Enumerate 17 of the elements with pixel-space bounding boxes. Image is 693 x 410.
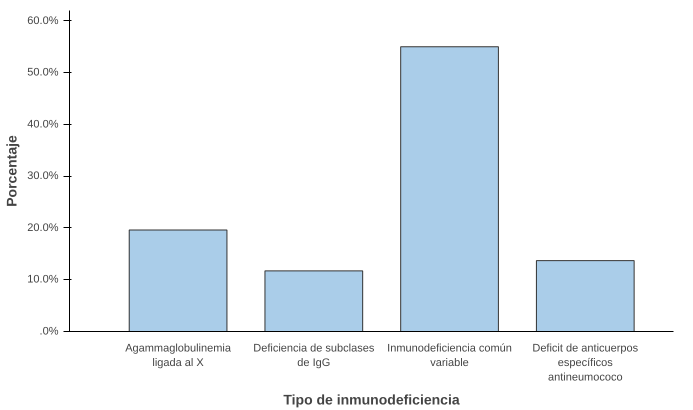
x-tick-label: Agammaglobulinemia ligada al X xyxy=(125,342,232,369)
bar xyxy=(264,270,364,332)
y-tick-label: 50.0% xyxy=(27,66,59,79)
y-tick-label: 20.0% xyxy=(27,222,59,234)
x-tick-label: Inmunodeficiencia común variable xyxy=(387,342,512,369)
bar xyxy=(400,46,499,332)
x-axis-title: Tipo de inmunodeficiencia xyxy=(283,391,460,408)
y-tick-label: 40.0% xyxy=(27,118,59,130)
y-tick-label: 10.0% xyxy=(27,274,59,286)
bar xyxy=(128,230,228,332)
y-tick-label: 30.0% xyxy=(27,170,59,182)
y-tick-label: .0% xyxy=(40,326,59,338)
y-axis-title: Porcentaje xyxy=(3,134,20,207)
bar xyxy=(536,260,635,332)
x-tick-label: Deficit de anticuerpos específicos antineumococo xyxy=(532,342,639,384)
y-tick-label: 60.0% xyxy=(27,14,59,27)
x-tick-label: Deficiencia de subclases de IgG xyxy=(253,342,375,369)
